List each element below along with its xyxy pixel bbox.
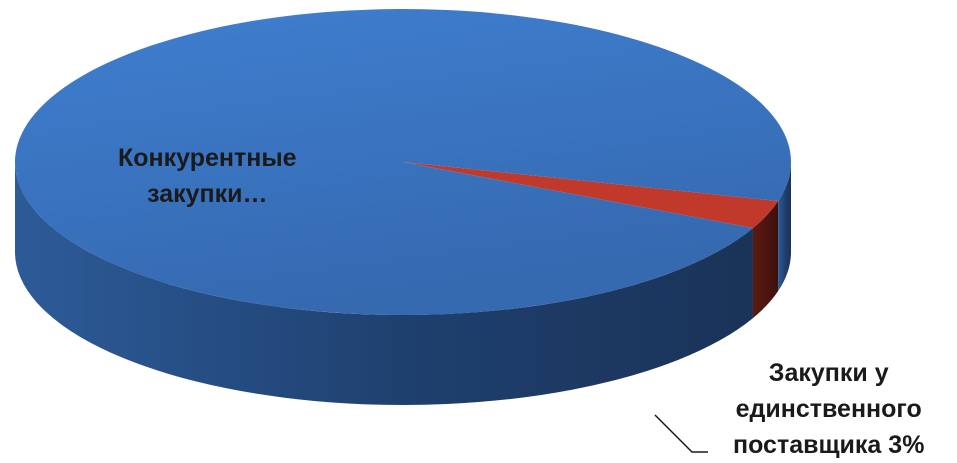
pie-top-layer (15, 8, 792, 315)
pie-slice-single-supplier (403, 162, 779, 229)
pie-slice-side-competitive-0 (15, 162, 753, 405)
leader-line (654, 414, 708, 453)
pie-slice-side-single-supplier-0 (752, 201, 779, 319)
slice-label-single-supplier-line2: единственного (735, 395, 922, 423)
slice-label-competitive: Конкурентные закупки… (118, 140, 297, 212)
pie-slice-side-competitive-1 (778, 162, 791, 292)
slice-label-single-supplier-line1: Закупки у (768, 359, 889, 387)
slice-label-single-supplier: Закупки у единственного поставщика 3% (733, 355, 924, 463)
pie-slice-competitive (15, 8, 792, 315)
slice-label-single-supplier-line3: поставщика 3% (733, 431, 925, 459)
slice-label-competitive-line1: Конкурентные (118, 144, 297, 172)
slice-label-competitive-line2: закупки… (147, 180, 268, 208)
pie-side-layer (15, 162, 791, 405)
